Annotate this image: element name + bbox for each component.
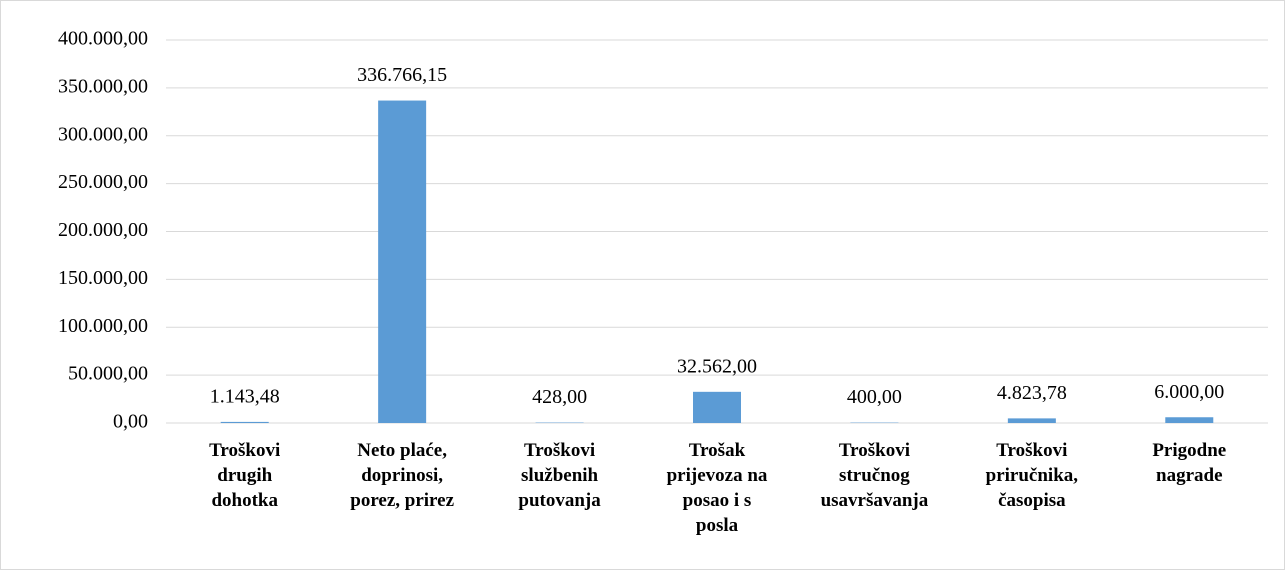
label-line: putovanja [518,490,601,511]
label-line: priručnika, [986,465,1079,486]
label-line: Troškovi [209,440,280,461]
data-label: 400,00 [847,386,902,408]
data-label: 428,00 [532,386,587,408]
data-label: 336.766,15 [357,64,447,86]
bar [693,391,741,423]
x-tick-label: Troškovi stručnog usavršavanja [821,440,929,511]
x-tick-label: Troškovi priručnika, časopisa [986,440,1079,511]
label-line: Troškovi [524,440,595,461]
label-line: prijevoza na [667,465,768,486]
label-line: Prigodne [1152,440,1226,461]
bar [378,100,427,423]
x-tick-label: Neto plaće, doprinosi, porez, prirez [350,440,454,511]
label-line: porez, prirez [350,490,454,511]
x-tick-label: Troškovi službenih putovanja [518,440,601,511]
label-line: dohotka [211,490,278,511]
y-tick-label: 400.000,00 [58,28,148,50]
x-tick-label: Trošak prijevoza na posao i s posla [667,440,768,536]
y-tick-label: 50.000,00 [68,363,148,385]
data-label: 1.143,48 [210,385,280,407]
label-line: Neto plaće, [357,440,447,461]
data-label: 4.823,78 [997,382,1067,404]
data-label: 32.562,00 [677,355,757,377]
x-tick-label: Troškovi drugih dohotka [209,440,280,511]
y-tick-label: 350.000,00 [58,75,148,97]
label-line: posao i s [683,490,752,511]
bar [1007,418,1056,423]
bar [1165,417,1214,423]
bar [220,421,269,423]
label-line: časopisa [998,490,1066,511]
label-line: drugih [217,465,272,486]
label-line: doprinosi, [361,465,443,486]
label-line: usavršavanja [821,490,929,511]
label-line: službenih [521,465,599,486]
y-tick-label: 200.000,00 [58,219,148,241]
label-line: Trošak [689,440,746,461]
label-line: Troškovi [996,440,1067,461]
y-tick-label: 300.000,00 [58,123,148,145]
y-tick-label: 250.000,00 [58,171,148,193]
y-tick-label: 150.000,00 [58,267,148,289]
label-line: nagrade [1156,465,1223,486]
data-label: 6.000,00 [1154,381,1224,403]
label-line: stručnog [839,465,910,486]
y-tick-label: 0,00 [113,411,148,433]
x-tick-label: Prigodne nagrade [1152,440,1226,486]
y-tick-label: 100.000,00 [58,315,148,337]
label-line: posla [696,515,739,536]
label-line: Troškovi [839,440,910,461]
